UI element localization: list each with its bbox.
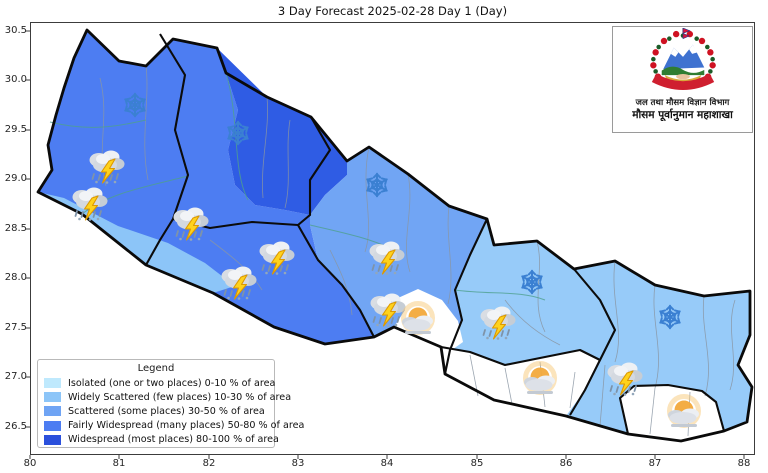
plot-title: 3 Day Forecast 2025-02-28 Day 1 (Day) bbox=[277, 4, 508, 18]
axis-ticks bbox=[26, 30, 745, 459]
sun-haze-icon bbox=[668, 397, 699, 428]
legend-swatch-widespread bbox=[44, 434, 61, 445]
handshake bbox=[675, 74, 690, 80]
legend-item: Scattered (some places) 30-50 % of area bbox=[44, 404, 268, 418]
y-tick-label: 30.0 bbox=[4, 74, 27, 85]
x-tick-label: 82 bbox=[202, 458, 216, 469]
y-tick-label: 29.0 bbox=[4, 173, 27, 184]
x-tick-label: 85 bbox=[470, 458, 484, 469]
legend-swatch-isolated bbox=[44, 378, 61, 389]
mountain-icon bbox=[662, 44, 704, 70]
logo-division-name: मौसम पूर्वानुमान महाशाखा bbox=[632, 108, 733, 121]
legend-item: Isolated (one or two places) 0-10 % of a… bbox=[44, 376, 275, 390]
nepal-flag-icon bbox=[681, 28, 691, 40]
province-boundaries bbox=[145, 33, 726, 435]
y-tick-label: 27.0 bbox=[4, 371, 27, 382]
legend-label: Scattered (some places) 30-50 % of area bbox=[68, 405, 265, 417]
legend-label: Widely Scattered (few places) 10-30 % of… bbox=[68, 391, 292, 403]
x-tick-label: 84 bbox=[380, 458, 394, 469]
legend-item: Widespread (most places) 80-100 % of are… bbox=[44, 433, 279, 447]
legend-item: Fairly Widespread (many places) 50-80 % … bbox=[44, 419, 304, 433]
y-tick-label: 28.5 bbox=[4, 223, 27, 234]
legend-label: Widespread (most places) 80-100 % of are… bbox=[68, 434, 279, 446]
region-none-madhesh bbox=[441, 347, 600, 416]
region-fairly-widespread-west bbox=[38, 30, 374, 344]
legend-swatch-fairly-widespread bbox=[44, 420, 61, 431]
y-tick-label: 30.5 bbox=[4, 25, 27, 36]
legend: Legend Isolated (one or two places) 0-10… bbox=[37, 359, 304, 448]
logo-org-name: जल तथा मौसम विज्ञान विभाग bbox=[635, 98, 730, 108]
x-tick-label: 88 bbox=[737, 458, 751, 469]
x-tick-label: 80 bbox=[23, 458, 37, 469]
x-tick-label: 86 bbox=[559, 458, 573, 469]
banner-ribbon bbox=[651, 73, 714, 90]
dhm-emblem bbox=[649, 28, 716, 90]
hills bbox=[661, 66, 704, 76]
nepal-outline bbox=[36, 28, 754, 443]
y-tick-label: 27.5 bbox=[4, 322, 27, 333]
x-tick-label: 87 bbox=[648, 458, 662, 469]
legend-item: Widely Scattered (few places) 10-30 % of… bbox=[44, 390, 291, 404]
y-tick-label: 28.0 bbox=[4, 272, 27, 283]
legend-swatch-widely-scattered bbox=[44, 392, 61, 403]
legend-swatch-scattered bbox=[44, 406, 61, 417]
y-tick-label: 29.5 bbox=[4, 124, 27, 135]
sun-haze-icon bbox=[402, 304, 433, 335]
dhm-logo: जल तथा मौसम विज्ञान विभाग मौसम पूर्वानुम… bbox=[612, 26, 753, 133]
legend-label: Fairly Widespread (many places) 50-80 % … bbox=[68, 420, 305, 432]
sun-haze-icon bbox=[524, 364, 555, 395]
x-tick-label: 81 bbox=[112, 458, 126, 469]
y-tick-label: 26.5 bbox=[4, 421, 27, 432]
x-tick-label: 83 bbox=[291, 458, 305, 469]
legend-title: Legend bbox=[137, 363, 175, 374]
legend-label: Isolated (one or two places) 0-10 % of a… bbox=[68, 377, 276, 389]
